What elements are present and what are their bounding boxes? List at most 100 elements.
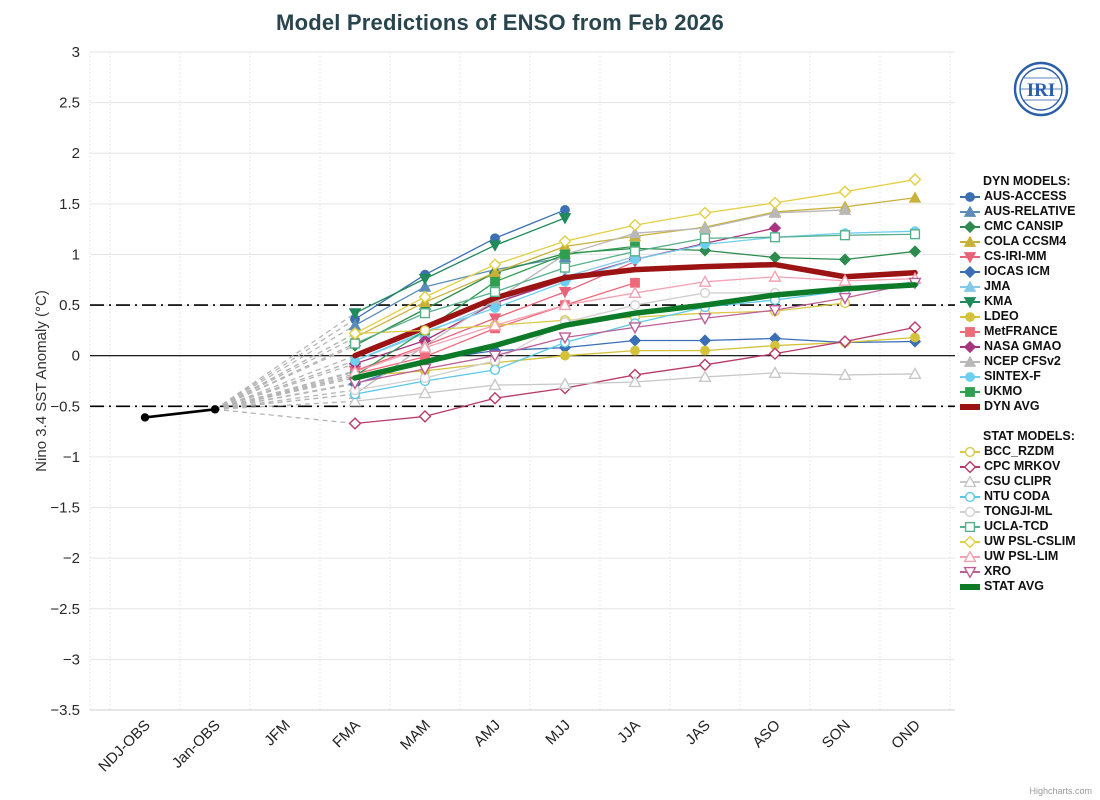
legend-item-ldeo[interactable]: LDEO: [959, 309, 1099, 324]
series-ucla-tcd: [349, 229, 921, 349]
legend-item-csu-clipr[interactable]: CSU CLIPR: [959, 474, 1099, 489]
legend-item-uw-psl-lim[interactable]: UW PSL-LIM: [959, 549, 1099, 564]
stat-models-header: STAT MODELS:: [983, 429, 1075, 443]
legend-item-cs-iri-mm[interactable]: CS-IRI-MM: [959, 249, 1099, 264]
legend-item-ukmo[interactable]: UKMO: [959, 384, 1099, 399]
iri-logo-text: IRI: [1027, 80, 1056, 101]
legend-item-kma[interactable]: KMA: [959, 294, 1099, 309]
svg-text:−0.5: −0.5: [50, 398, 80, 415]
x-tick-label: JFM: [261, 717, 294, 750]
legend-item-cola-ccsm4[interactable]: COLA CCSM4: [959, 234, 1099, 249]
legend-label: KMA: [984, 294, 1013, 308]
legend-label: JMA: [984, 279, 1011, 293]
legend-label: LDEO: [984, 309, 1019, 323]
x-tick-label: AMJ: [471, 717, 504, 750]
cmc-cansip-marker-icon: [960, 220, 980, 233]
series-stat-avg: [352, 282, 918, 381]
legend-item-uw-psl-cslim[interactable]: UW PSL-CSLIM: [959, 534, 1099, 549]
legend-label: CPC MRKOV: [984, 459, 1061, 473]
legend-label: TONGJI-ML: [984, 504, 1053, 518]
x-tick-label: FMA: [329, 717, 363, 751]
legend-item-ncep-cfsv2[interactable]: NCEP CFSv2: [959, 354, 1099, 369]
jma-marker-icon: [960, 280, 980, 292]
legend-label: NCEP CFSv2: [984, 354, 1061, 368]
legend-label: SINTEX-F: [984, 369, 1041, 383]
uw-psl-lim-marker-icon: [960, 550, 980, 562]
legend-item-iocas-icm[interactable]: IOCAS ICM: [959, 264, 1099, 279]
x-tick-label: ASO: [749, 717, 783, 751]
series-uw-psl-cslim: [348, 173, 922, 340]
legend-label: NASA GMAO: [984, 339, 1062, 353]
x-tick-label: MAM: [397, 717, 434, 754]
reference-lines: [90, 304, 955, 408]
obs-to-forecast-connectors: [214, 312, 356, 425]
ncep-cfsv2-marker-icon: [960, 355, 980, 367]
legend-label: MetFRANCE: [984, 324, 1058, 338]
y-axis: 3 2.5 2 1.5 1 0.5 0 −0.5 −1 −1.5 −2 −2.5 −3 −3.5 Nino …: [33, 44, 80, 719]
svg-text:1: 1: [72, 246, 80, 263]
legend-item-metfrance[interactable]: MetFRANCE: [959, 324, 1099, 339]
x-tick-label: NDJ-OBS: [95, 717, 154, 776]
series-csu-clipr: [348, 366, 922, 407]
legend-item-bcc-rzdm[interactable]: BCC_RZDM: [959, 444, 1099, 459]
legend-label: AUS-ACCESS: [984, 189, 1067, 203]
svg-text:2.5: 2.5: [59, 95, 80, 112]
legend-item-cpc-mrkov[interactable]: CPC MRKOV: [959, 459, 1099, 474]
legend-label: UW PSL-CSLIM: [984, 534, 1076, 548]
x-tick-label: SON: [819, 717, 854, 752]
nasa-gmao-marker-icon: [960, 340, 980, 353]
series-observed: [140, 405, 220, 422]
legend-item-jma[interactable]: JMA: [959, 279, 1099, 294]
legend-label: XRO: [984, 564, 1012, 578]
legend-label: DYN AVG: [984, 399, 1040, 413]
aus-access-marker-icon: [960, 191, 980, 202]
legend-item-ucla-tcd[interactable]: UCLA-TCD: [959, 519, 1099, 534]
ntu-coda-marker-icon: [960, 491, 980, 502]
legend-item-xro[interactable]: XRO: [959, 564, 1099, 579]
aus-relative-marker-icon: [960, 205, 980, 217]
legend-item-tongji-ml[interactable]: TONGJI-ML: [959, 504, 1099, 519]
legend-item-nasa-gmao[interactable]: NASA GMAO: [959, 339, 1099, 354]
legend-label: NTU CODA: [984, 489, 1050, 503]
kma-marker-icon: [960, 296, 980, 308]
cola-ccsm4-marker-icon: [960, 235, 980, 247]
svg-text:0: 0: [72, 348, 80, 365]
svg-text:3: 3: [72, 44, 80, 61]
legend-label: AUS-RELATIVE: [984, 204, 1076, 218]
svg-text:1.5: 1.5: [59, 196, 80, 213]
svg-text:−2: −2: [63, 550, 80, 567]
series-kma: [348, 213, 572, 320]
x-tick-label: JJA: [614, 717, 644, 747]
legend-label: IOCAS ICM: [984, 264, 1050, 278]
x-axis: NDJ-OBS Jan-OBS JFM FMA MAM AMJ MJJ JJA JAS ASO SO…: [95, 717, 924, 776]
svg-text:−2.5: −2.5: [50, 601, 80, 618]
x-tick-label: OND: [888, 717, 924, 753]
legend-item-dyn-avg[interactable]: DYN AVG: [959, 399, 1099, 414]
ucla-tcd-marker-icon: [960, 521, 980, 532]
legend-label: BCC_RZDM: [984, 444, 1055, 458]
legend-item-stat-avg[interactable]: STAT AVG: [959, 579, 1099, 594]
bcc-rzdm-marker-icon: [960, 446, 980, 457]
sintex-f-marker-icon: [960, 371, 980, 382]
svg-text:−1.5: −1.5: [50, 500, 80, 517]
model-legend: DYN MODELS: AUS-ACCESS AUS-RELATIVE CMC CAN…: [959, 174, 1099, 594]
legend-item-aus-access[interactable]: AUS-ACCESS: [959, 189, 1099, 204]
highcharts-credit[interactable]: Highcharts.com: [1029, 786, 1092, 796]
legend-item-aus-relative[interactable]: AUS-RELATIVE: [959, 204, 1099, 219]
iri-logo-icon: IRI: [1013, 61, 1069, 117]
gridlines: [89, 51, 955, 711]
series-dyn-avg: [352, 261, 918, 359]
legend-item-sintex-f[interactable]: SINTEX-F: [959, 369, 1099, 384]
legend-item-cmc-cansip[interactable]: CMC CANSIP: [959, 219, 1099, 234]
legend-item-ntu-coda[interactable]: NTU CODA: [959, 489, 1099, 504]
stat-avg-marker-icon: [960, 583, 980, 590]
legend-label: CSU CLIPR: [984, 474, 1052, 488]
legend-label: UCLA-TCD: [984, 519, 1049, 533]
x-tick-label: Jan-OBS: [169, 717, 224, 772]
cs-iri-mm-marker-icon: [960, 251, 980, 263]
cpc-mrkov-marker-icon: [960, 460, 980, 473]
metfrance-marker-icon: [960, 326, 980, 337]
csu-clipr-marker-icon: [960, 475, 980, 487]
